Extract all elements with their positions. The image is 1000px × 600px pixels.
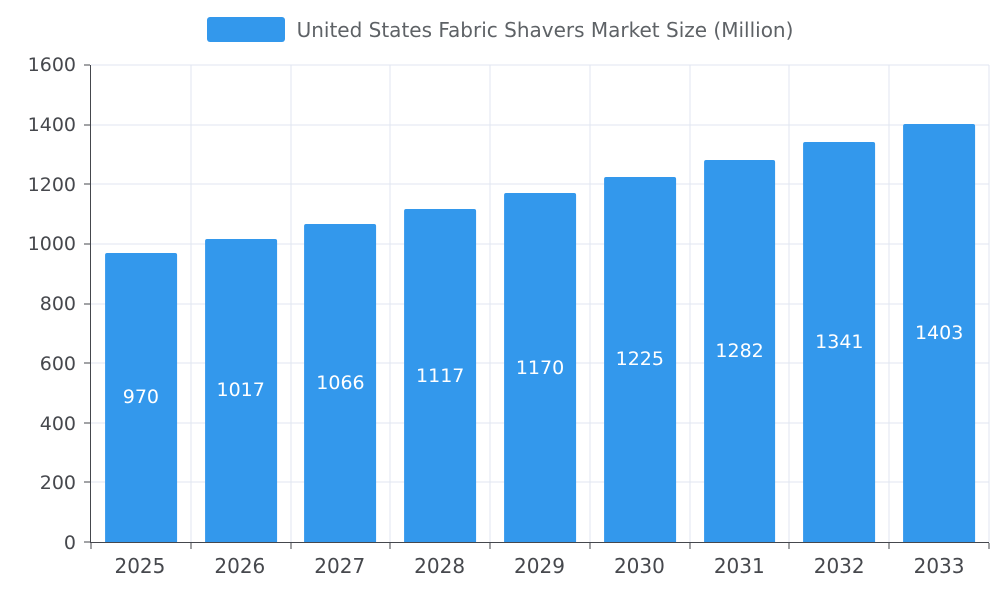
x-axis-tick [489, 543, 491, 549]
x-axis-tick-label: 2028 [414, 554, 466, 578]
gridline-vertical [489, 65, 491, 542]
x-axis-tick-label: 2033 [913, 554, 965, 578]
gridline-vertical [190, 65, 192, 542]
x-axis-tick [988, 543, 990, 549]
x-axis-tick [888, 543, 890, 549]
y-axis-tick-label: 1000 [27, 233, 76, 256]
category-column-2026: 1017 [191, 65, 291, 542]
x-axis-tick [290, 543, 292, 549]
category-column-2027: 1066 [291, 65, 391, 542]
gridline-vertical [988, 65, 990, 542]
y-axis-tick-label: 1600 [27, 54, 76, 76]
bar-value-label: 1170 [515, 356, 565, 379]
x-axis-tick-label: 2032 [813, 554, 865, 578]
y-axis-tick [84, 124, 90, 126]
bar-value-label: 1341 [815, 331, 864, 354]
bar-2026[interactable]: 1017 [204, 238, 277, 542]
gridline-horizontal [91, 124, 989, 126]
plot-columns: 970 1017 1066 1117 1170 1225 1282 1341 1403 [91, 65, 989, 542]
gridline-horizontal [91, 64, 989, 66]
bar-value-label: 1066 [316, 372, 365, 395]
x-axis-tick [190, 543, 192, 549]
bar-value-label: 1403 [914, 321, 964, 344]
gridline-vertical [888, 65, 890, 542]
y-axis-tick-label: 1400 [27, 113, 76, 136]
bar-2030[interactable]: 1225 [603, 176, 676, 542]
x-axis-tick-label: 2026 [214, 554, 266, 578]
category-column-2030: 1225 [590, 65, 690, 542]
y-axis-tick-label: 400 [39, 412, 76, 435]
plot-area: 970 1017 1066 1117 1170 1225 1282 1341 1403 [84, 64, 990, 549]
bar-value-label: 970 [122, 386, 160, 409]
y-axis-tick [84, 243, 90, 245]
gridline-vertical [389, 65, 391, 542]
x-axis-tick [589, 543, 591, 549]
gridline-vertical [689, 65, 691, 542]
category-column-2032: 1341 [789, 65, 889, 542]
x-axis-tick-label: 2030 [613, 554, 665, 578]
bar-2025[interactable]: 970 [104, 252, 177, 542]
x-axis-tick [90, 543, 92, 549]
y-axis-tick-label: 200 [39, 472, 76, 495]
y-axis-tick [84, 481, 90, 483]
x-axis-tick-label: 2025 [114, 554, 166, 578]
x-axis-tick-label: 2027 [314, 554, 366, 578]
bar-2031[interactable]: 1282 [703, 159, 776, 542]
y-axis-tick [84, 541, 90, 543]
chart-title: United States Fabric Shavers Market Size… [296, 17, 794, 42]
y-axis-tick [84, 303, 90, 304]
y-axis-tick-label: 0 [63, 532, 76, 554]
chart-legend[interactable]: United States Fabric Shavers Market Size… [0, 17, 1000, 42]
x-axis-tick [389, 543, 391, 549]
bar-2028[interactable]: 1117 [404, 209, 477, 542]
category-column-2033: 1403 [889, 65, 989, 542]
gridline-vertical [589, 65, 591, 542]
gridline-horizontal [91, 183, 989, 185]
bar-value-label: 1017 [216, 379, 265, 402]
category-column-2028: 1117 [390, 65, 490, 542]
y-axis-tick-label: 800 [39, 293, 76, 315]
x-axis: 2025 2026 2027 2028 2029 2030 2031 2032 2033 [90, 554, 989, 578]
x-axis-tick [689, 543, 691, 549]
y-axis: 0 200 400 600 800 1000 1200 1400 1600 [0, 54, 76, 554]
bar-2033[interactable]: 1403 [903, 123, 976, 542]
category-column-2031: 1282 [690, 65, 790, 542]
y-axis-tick [84, 64, 90, 66]
bar-2032[interactable]: 1341 [803, 142, 876, 542]
gridline-vertical [290, 65, 292, 542]
y-axis-tick [84, 362, 90, 364]
y-axis-tick [84, 422, 90, 424]
bar-2027[interactable]: 1066 [304, 224, 377, 542]
y-axis-tick-label: 600 [39, 352, 76, 375]
bar-2029[interactable]: 1170 [504, 193, 576, 542]
x-axis-tick-label: 2029 [514, 554, 565, 578]
bar-value-label: 1282 [715, 339, 764, 362]
bar-value-label: 1117 [416, 364, 465, 387]
legend-swatch [206, 17, 285, 42]
x-axis-tick [788, 543, 790, 549]
y-axis-tick-label: 1200 [27, 173, 76, 196]
gridline-vertical [788, 65, 790, 542]
category-column-2029: 1170 [490, 65, 590, 542]
x-axis-tick-label: 2031 [713, 554, 765, 578]
category-column-2025: 970 [91, 65, 191, 542]
y-axis-tick [84, 183, 90, 185]
bar-value-label: 1225 [615, 348, 664, 371]
